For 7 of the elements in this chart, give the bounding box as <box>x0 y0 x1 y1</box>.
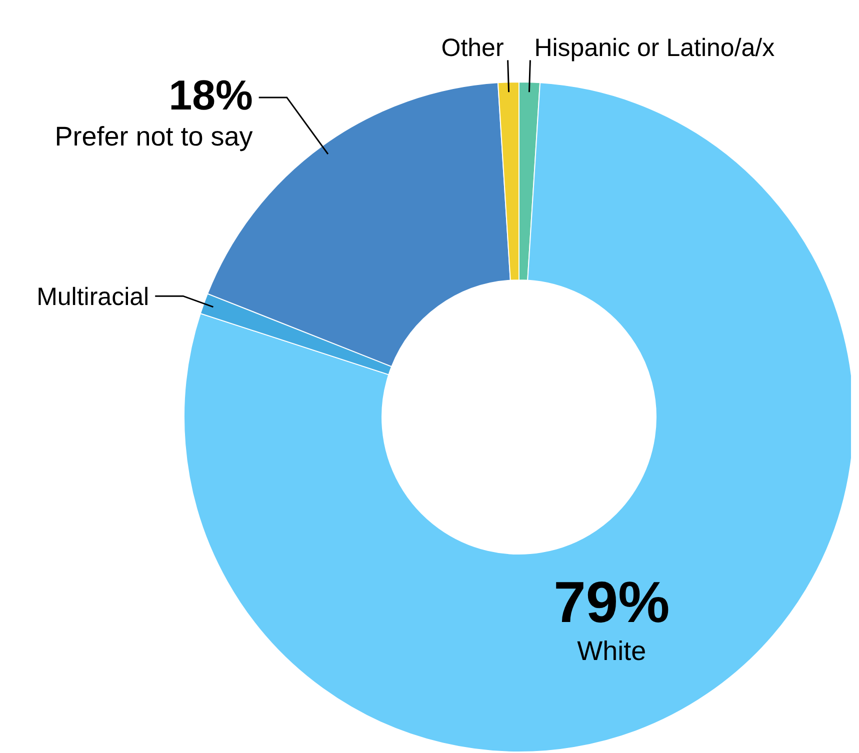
slice-label: Multiracial <box>36 283 150 312</box>
slice-label: Other <box>441 34 504 62</box>
data-label: 18% <box>168 71 253 118</box>
slice-label: Hispanic or Latino/a/x <box>534 34 776 62</box>
slice-label: White <box>577 636 646 666</box>
data-label: 79% <box>554 570 670 636</box>
slice-label: Prefer not to say <box>54 121 254 152</box>
